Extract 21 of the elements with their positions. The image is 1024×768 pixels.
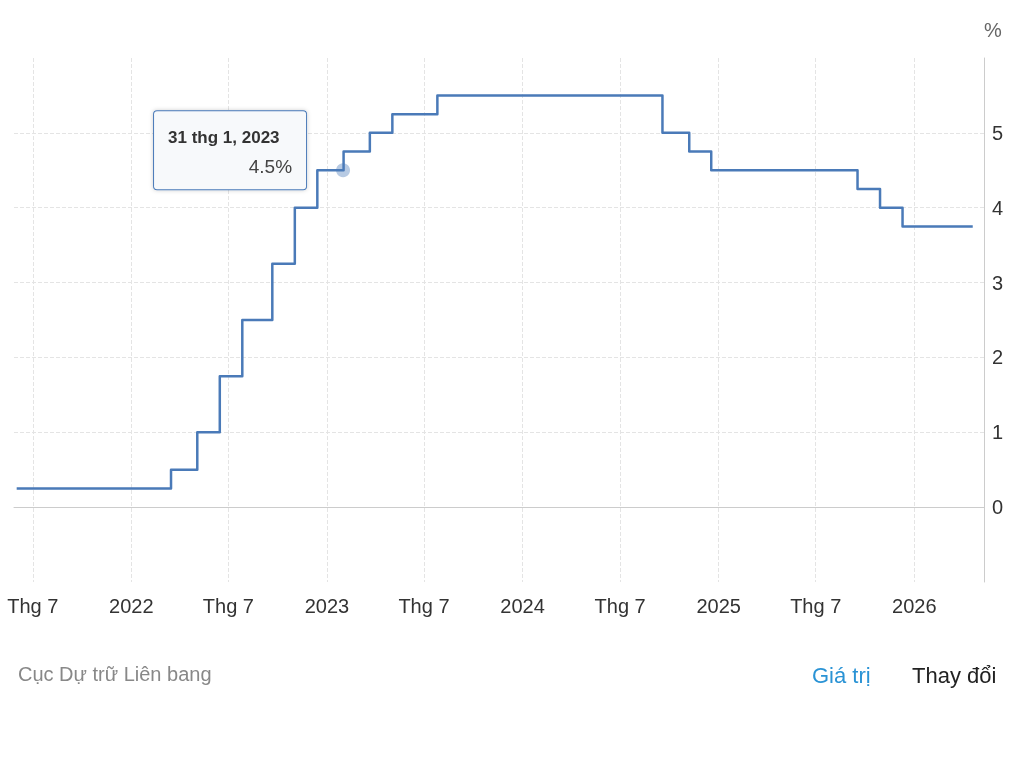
x-tick-label: 2024: [500, 595, 545, 617]
x-tick-label: Thg 7: [790, 595, 842, 617]
x-tick-label: 2022: [109, 595, 154, 617]
text: Cục Dự trữ Liên bang: [18, 663, 212, 685]
x-tick-label: 2023: [304, 595, 350, 617]
x-tick-label: Thg 7: [398, 595, 450, 617]
y-tick-label: 2: [992, 346, 1004, 369]
x-tick-label: Thg 7: [7, 595, 59, 617]
y-tick-label: 3: [992, 271, 1004, 294]
y-tick-label: 5: [992, 121, 1004, 144]
x-tick-label: 2026: [892, 595, 937, 617]
y-tick-label: 0: [992, 496, 1004, 519]
text: Giá trị: [812, 662, 871, 688]
y-tick-label: 4: [992, 196, 1004, 219]
annotation: 31 thg 1, 2023 4.5%: [168, 127, 293, 177]
text: Thay đổi: [912, 662, 997, 688]
y-tick-label: 1: [992, 421, 1004, 444]
x-tick-label: Thg 7: [594, 595, 646, 617]
y-axis-title: %: [984, 19, 1002, 41]
x-tick-label: 2025: [696, 595, 741, 617]
x-tick-label: Thg 7: [202, 595, 254, 617]
